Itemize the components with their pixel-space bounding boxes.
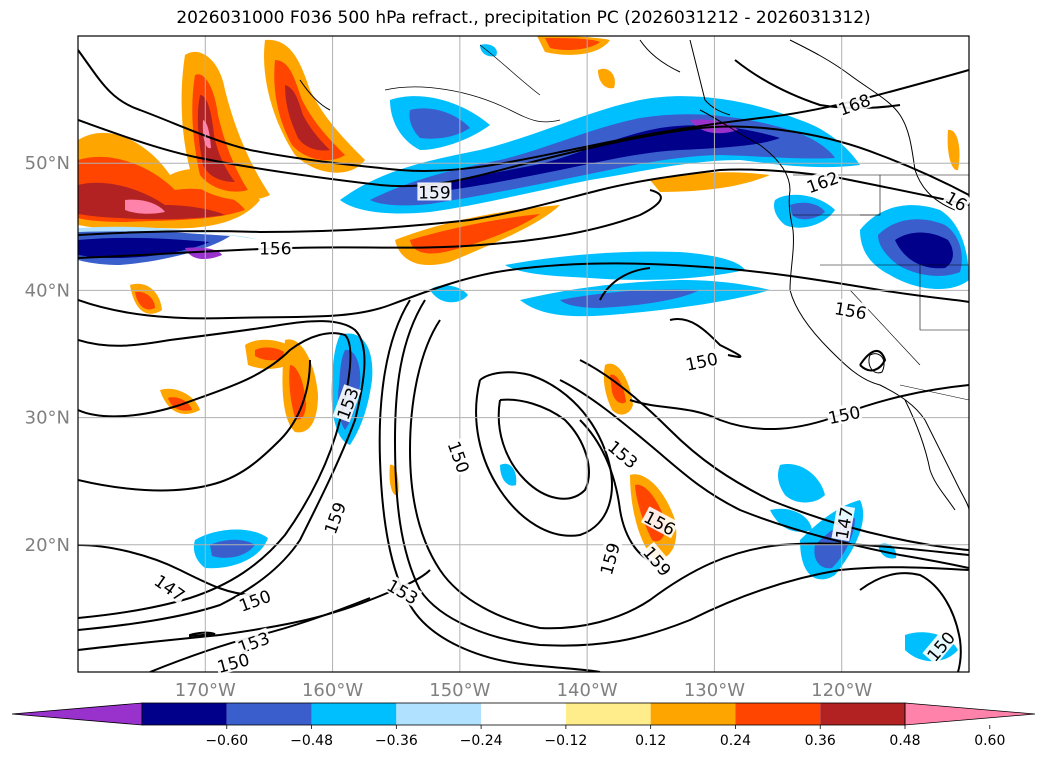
lon-tick-label: 150°W [429, 680, 490, 701]
contour-label-bg [640, 541, 676, 580]
thin-contours [384, 44, 561, 123]
latitude-labels: 20°N 30°N 40°N 50°N [25, 153, 70, 556]
contour-label-bg [234, 627, 273, 657]
colorbar-segment [735, 703, 821, 725]
lon-tick-label: 120°W [811, 680, 872, 701]
lat-tick-label: 30°N [25, 408, 70, 429]
contour-label: 150 [443, 437, 474, 476]
lat-tick-label: 50°N [25, 153, 70, 174]
colorbar-label: 0.60 [974, 733, 1005, 749]
precipitation-shading [78, 36, 969, 662]
colorbar-label: −0.60 [205, 733, 248, 749]
colorbar-segment [481, 703, 566, 725]
colorbar-label: 0.12 [635, 733, 666, 749]
contour-label-text: 159 [597, 541, 625, 578]
colorbar-segment [565, 703, 651, 725]
colorbar-label: −0.48 [290, 733, 333, 749]
contour-label-bg [825, 401, 863, 427]
contour-label-bg [640, 506, 680, 539]
contour-label-bg [835, 89, 874, 119]
contour-label-bg [214, 649, 252, 676]
contour-label-bg [941, 186, 972, 215]
lat-tick-label: 40°N [25, 280, 70, 301]
contour-label: 150 [214, 649, 252, 678]
colorbar-extend-high [904, 702, 1036, 726]
longitude-labels: 170°W 160°W 150°W 140°W 130°W 120°W [175, 680, 873, 701]
contour-label-bg [922, 627, 959, 665]
contour-label-bg [151, 570, 190, 605]
contour-label: 162 [803, 167, 842, 198]
contour-label-bg [417, 182, 452, 201]
contour-label-bg [832, 297, 870, 322]
contour-label-text: 150 [237, 587, 274, 617]
contour-label-bg [682, 348, 720, 373]
contour-label: 150 [825, 401, 863, 429]
colorbar-segment [142, 703, 227, 725]
contour-label-text: 150 [827, 403, 863, 429]
contour-label-bg [332, 384, 362, 423]
lon-tick-label: 170°W [175, 680, 236, 701]
contour-label-bg [445, 437, 474, 476]
contour-label: 16 [941, 186, 972, 216]
colorbar-segment [311, 703, 397, 725]
colorbar-label: −0.24 [460, 733, 503, 749]
contour-label-text: 159 [418, 183, 450, 203]
colorbar-segment [820, 703, 905, 725]
colorbar-label: 0.24 [720, 733, 751, 749]
contour-label-text: 150 [443, 439, 473, 476]
colorbar-labels: −0.60 −0.48 −0.36 −0.24 −0.12 0.12 0.24 0.36 0.4… [205, 725, 1005, 749]
height-contours [78, 49, 969, 672]
lat-tick-label: 20°N [25, 535, 70, 556]
lon-tick-label: 140°W [557, 680, 618, 701]
lon-tick-label: 130°W [684, 680, 745, 701]
colorbar [11, 702, 1036, 726]
colorbar-outline [141, 702, 906, 726]
map-area [78, 36, 969, 672]
colorbar-segment [396, 703, 482, 725]
contour-label-text: 159 [321, 500, 351, 537]
contour-label: 168 [835, 89, 874, 121]
contour-label-text: 156 [259, 239, 291, 259]
contour-label-bg [604, 435, 643, 472]
colorbar-label: 0.36 [805, 733, 836, 749]
colorbar-label: −0.36 [375, 733, 418, 749]
colorbar-segment [226, 703, 312, 725]
colorbar-segment [650, 703, 736, 725]
colorbar-extend-low [11, 702, 143, 726]
contour-label: 150 [235, 585, 274, 617]
lon-tick-label: 160°W [302, 680, 363, 701]
colorbar-label: 0.48 [889, 733, 920, 749]
contour-label: 156 [258, 238, 293, 259]
contour-label-bg [319, 498, 349, 537]
contour-label: 153 [603, 435, 643, 473]
contour-label-bg [383, 574, 423, 608]
contour-label: 150 [682, 348, 720, 376]
map-frame [77, 35, 970, 673]
contour-label: 159 [319, 498, 351, 537]
contour-label-bg [258, 238, 293, 257]
contour-label-text: 156 [833, 299, 868, 324]
contour-label: 159 [417, 182, 452, 203]
contour-label-bg [831, 504, 856, 542]
contour-label-text: 162 [804, 168, 841, 198]
contour-label-text: 153 [603, 437, 641, 473]
contour-label-bg [595, 539, 623, 578]
colorbar-label: −0.12 [544, 733, 587, 749]
coastlines [299, 39, 969, 511]
contour-label-text: 150 [215, 650, 252, 678]
contour-label: 147 [150, 570, 190, 606]
contour-label-bg [235, 585, 274, 615]
contour-label-bg [803, 167, 842, 196]
chart-title: 2026031000 F036 500 hPa refract., precip… [176, 8, 871, 28]
contour-label: 159 [595, 539, 625, 578]
contour-label: 156 [832, 297, 870, 324]
